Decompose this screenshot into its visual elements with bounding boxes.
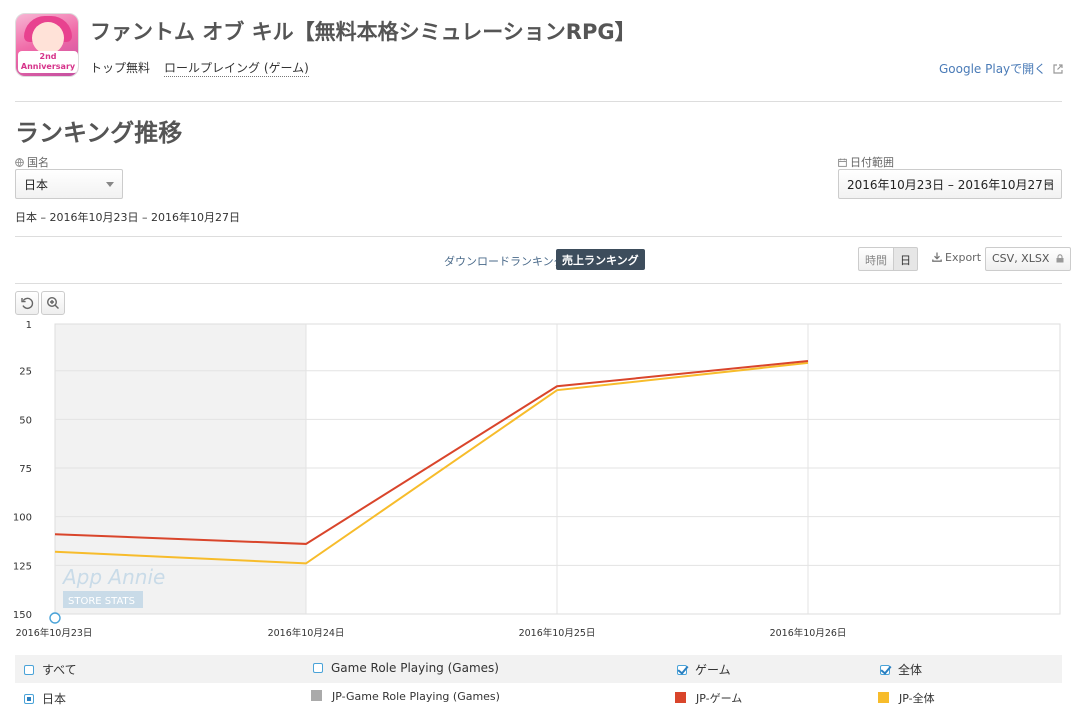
app-icon: 2nd Anniversary xyxy=(15,13,79,77)
legend-game-label: ゲーム xyxy=(695,663,731,677)
checkbox-icon xyxy=(24,665,34,675)
app-icon-face xyxy=(32,22,64,54)
daily-button[interactable]: 日 xyxy=(893,247,918,271)
tab-download-ranking[interactable]: ダウンロードランキング xyxy=(444,255,565,268)
lock-icon xyxy=(1056,254,1064,263)
app-category: トップ無料 xyxy=(90,61,151,75)
series-game-legend[interactable]: JP-ゲーム xyxy=(675,690,742,706)
export-csv-xlsx-button[interactable]: CSV, XLSX xyxy=(985,247,1071,271)
checkbox-checked-icon xyxy=(880,665,890,675)
range-summary: 日本 – 2016年10月23日 – 2016年10月27日 xyxy=(15,211,240,224)
external-link-icon xyxy=(1053,64,1063,74)
export-label: Export xyxy=(932,251,981,264)
series-overall-label: JP-全体 xyxy=(899,692,935,705)
legend-country-toggle[interactable]: 日本 xyxy=(24,690,66,707)
legend-overall-label: 全体 xyxy=(898,663,923,677)
x-tick-label: 2016年10月25日 xyxy=(519,627,596,639)
legend-rpg-toggle[interactable]: Game Role Playing (Games) xyxy=(313,661,499,675)
export-label-text: Export xyxy=(945,251,982,264)
legend-game-toggle[interactable]: ゲーム xyxy=(677,661,731,678)
tab-revenue-ranking[interactable]: 売上ランキング xyxy=(556,249,645,270)
badge-line2: Anniversary xyxy=(20,62,76,71)
legend-country-label: 日本 xyxy=(42,692,67,706)
legend-bar: すべて Game Role Playing (Games) ゲーム 全体 xyxy=(15,655,1062,683)
series-game-label: JP-ゲーム xyxy=(696,692,743,705)
export-format-label: CSV, XLSX xyxy=(992,252,1050,265)
google-play-label: Google Playで開く xyxy=(939,62,1047,76)
badge-line1: 2nd xyxy=(39,52,57,61)
zoom-in-icon xyxy=(46,296,59,309)
x-tick-label: 2016年10月26日 xyxy=(770,627,847,639)
series-rpg-label: JP-Game Role Playing (Games) xyxy=(332,690,500,703)
y-tick-label: 150 xyxy=(13,610,32,621)
chevron-down-icon xyxy=(1045,182,1053,187)
globe-icon xyxy=(15,158,24,167)
app-genre-link[interactable]: ロールプレイング (ゲーム) xyxy=(164,61,309,77)
header-divider xyxy=(15,101,1062,102)
date-label: 日付範囲 xyxy=(838,154,894,170)
country-select[interactable]: 日本 xyxy=(15,169,123,199)
legend-rpg-label: Game Role Playing (Games) xyxy=(331,661,499,675)
series-overall-legend[interactable]: JP-全体 xyxy=(878,690,935,706)
x-tick-label: 2016年10月24日 xyxy=(268,627,345,639)
checkbox-checked-icon xyxy=(677,665,687,675)
watermark-box xyxy=(63,591,143,608)
download-icon xyxy=(932,252,942,262)
date-range-value: 2016年10月23日 – 2016年10月27日 xyxy=(847,178,1055,192)
series-line xyxy=(54,361,809,565)
chevron-down-icon xyxy=(106,182,114,187)
y-tick-label: 100 xyxy=(13,513,32,524)
checkbox-icon xyxy=(313,663,323,673)
app-icon-badge: 2nd Anniversary xyxy=(18,51,78,73)
filters-divider xyxy=(15,236,1062,237)
series-swatch xyxy=(675,692,686,703)
app-title: ファントム オブ キル【無料本格シミュレーションRPG】 xyxy=(90,20,636,44)
y-tick-label: 50 xyxy=(19,415,32,426)
legend-overall-toggle[interactable]: 全体 xyxy=(880,661,922,678)
hourly-button[interactable]: 時間 xyxy=(858,247,894,271)
radio-selected-icon xyxy=(24,694,34,704)
y-tick-label: 25 xyxy=(19,367,32,378)
series-rpg-legend[interactable]: JP-Game Role Playing (Games) xyxy=(311,690,500,703)
watermark-subtitle: STORE STATS xyxy=(68,596,135,607)
annotation-marker xyxy=(49,612,61,624)
calendar-icon xyxy=(838,158,847,167)
country-label: 国名 xyxy=(15,154,49,170)
google-play-link[interactable]: Google Playで開く xyxy=(939,60,1063,77)
series-line xyxy=(54,359,809,545)
undo-icon xyxy=(21,297,34,310)
toolbar-divider xyxy=(15,283,1062,284)
x-tick-label: 2016年10月23日 xyxy=(16,627,93,639)
legend-all-label: すべて xyxy=(42,663,77,677)
country-label-text: 国名 xyxy=(27,156,49,169)
y-tick-label: 125 xyxy=(13,561,32,572)
series-swatch xyxy=(878,692,889,703)
date-range-select[interactable]: 2016年10月23日 – 2016年10月27日 xyxy=(838,169,1062,199)
legend-all-toggle[interactable]: すべて xyxy=(24,661,77,678)
country-select-value: 日本 xyxy=(24,178,49,192)
y-tick-label: 75 xyxy=(19,464,32,475)
watermark-title: App Annie xyxy=(61,565,165,589)
series-swatch xyxy=(311,690,322,701)
date-label-text: 日付範囲 xyxy=(850,156,894,169)
zoom-button[interactable] xyxy=(41,291,65,315)
y-tick-label: 1 xyxy=(26,320,32,331)
section-title: ランキング推移 xyxy=(15,119,183,147)
reset-zoom-button[interactable] xyxy=(15,291,39,315)
